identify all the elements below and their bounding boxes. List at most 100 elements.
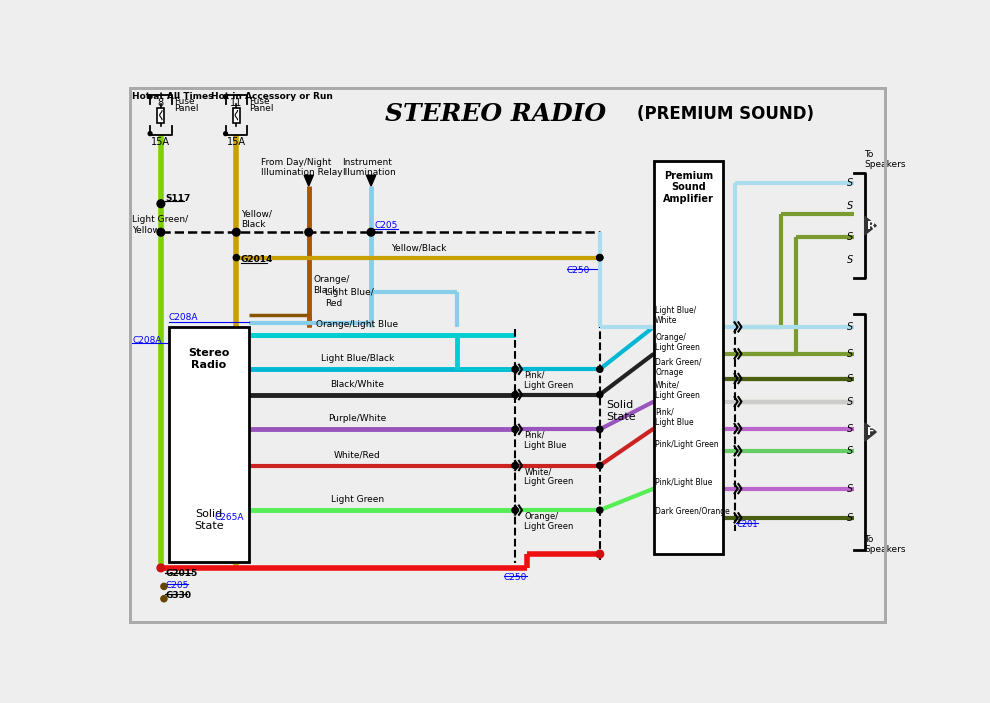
Text: Pink/Light Blue: Pink/Light Blue [655,478,713,487]
Text: Orange/Light Blue: Orange/Light Blue [316,321,398,329]
Bar [233,108,240,123]
Circle shape [597,366,603,373]
Text: Hot in Accessory or Run: Hot in Accessory or Run [211,92,333,101]
Circle shape [160,595,167,602]
Circle shape [512,463,518,469]
Circle shape [148,131,152,136]
Text: Fuse: Fuse [174,97,195,105]
Text: S: S [846,201,853,211]
Text: Light Blue/
Red: Light Blue/ Red [325,288,373,308]
Text: Pink/
Light Green: Pink/ Light Green [525,370,573,390]
Text: G2014: G2014 [241,255,273,264]
Circle shape [148,95,152,98]
Text: From Day/Night
Illumination Relay: From Day/Night Illumination Relay [261,157,343,177]
Text: C205: C205 [165,581,189,590]
Text: C250: C250 [566,266,590,275]
Text: (PREMIUM SOUND): (PREMIUM SOUND) [637,105,814,122]
Polygon shape [304,175,313,186]
Text: Fuse: Fuse [249,97,270,105]
Text: S117: S117 [165,194,191,203]
Text: 11: 11 [231,98,243,108]
Text: S: S [846,373,853,384]
Text: To
Speakers: To Speakers [864,150,906,169]
Circle shape [512,426,518,432]
Text: C201: C201 [736,520,757,529]
Text: Yellow/Black: Yellow/Black [391,243,446,252]
Text: Orange/
Light Green: Orange/ Light Green [655,333,700,352]
Text: S: S [846,446,853,456]
Circle shape [305,228,313,236]
Circle shape [597,507,603,513]
Text: STEREO RADIO: STEREO RADIO [385,102,607,126]
Text: R: R [866,221,875,231]
Text: 15A: 15A [227,136,246,147]
Text: White/
Light Green: White/ Light Green [655,380,700,400]
Circle shape [597,254,603,261]
Circle shape [596,550,604,558]
Text: Light Green: Light Green [331,495,384,504]
Text: S: S [846,178,853,188]
Circle shape [157,200,164,207]
Circle shape [160,583,167,590]
Circle shape [597,463,603,469]
Text: S: S [846,513,853,523]
Circle shape [597,392,603,398]
Text: C208A: C208A [168,313,198,321]
Text: Dark Green/Orange: Dark Green/Orange [655,508,730,516]
Text: 8: 8 [157,98,164,108]
Text: Pink/Light Green: Pink/Light Green [655,440,719,449]
FancyArrow shape [864,423,876,441]
FancyArrow shape [864,217,876,235]
Text: S: S [846,484,853,494]
Text: S: S [846,255,853,265]
Text: C265A: C265A [215,513,245,522]
Text: White/Red: White/Red [334,451,380,459]
Text: Premium
Sound
Amplifier: Premium Sound Amplifier [663,171,714,204]
Text: Light Green/
Yellow: Light Green/ Yellow [133,215,188,235]
Text: Light Blue/Black: Light Blue/Black [321,354,394,363]
Text: S: S [846,396,853,406]
Text: Dark Green/
Ornage: Dark Green/ Ornage [655,358,702,377]
Polygon shape [366,175,376,186]
Text: C205: C205 [374,221,398,230]
Text: Stereo
Radio: Stereo Radio [188,349,230,370]
Text: Orange/
Black: Orange/ Black [313,276,349,295]
Text: S: S [846,349,853,359]
Circle shape [512,392,518,398]
Circle shape [234,254,240,261]
Text: S: S [846,423,853,434]
Text: C250: C250 [504,572,527,581]
Text: Yellow/
Black: Yellow/ Black [241,209,272,228]
Text: G330: G330 [165,591,191,600]
Text: Instrument
Illumination: Instrument Illumination [342,157,396,177]
Circle shape [512,366,518,373]
Text: F: F [867,427,874,437]
Text: To
Speakers: To Speakers [864,535,906,554]
Text: C208A: C208A [133,335,162,344]
Text: Panel: Panel [174,103,198,112]
Bar [157,108,164,123]
Text: G2015: G2015 [165,569,198,579]
Bar [168,327,249,562]
Text: Solid
State: Solid State [606,400,636,422]
Bar [653,162,723,554]
Text: S: S [846,232,853,242]
Text: Solid
State: Solid State [194,510,224,531]
Text: Purple/White: Purple/White [328,414,386,423]
Circle shape [224,95,228,98]
Circle shape [512,507,518,513]
Circle shape [157,228,164,236]
Text: S: S [846,322,853,332]
Circle shape [597,426,603,432]
Text: 15A: 15A [151,136,170,147]
Text: Orange/
Light Green: Orange/ Light Green [525,512,573,531]
Circle shape [224,131,228,136]
Circle shape [367,228,375,236]
Text: Hot at All Times: Hot at All Times [133,92,214,101]
Circle shape [233,228,241,236]
Text: White/
Light Green: White/ Light Green [525,467,573,486]
Text: Panel: Panel [249,103,274,112]
Text: Pink/
Light Blue: Pink/ Light Blue [655,408,694,427]
Text: Black/White: Black/White [331,380,384,389]
Text: Light Blue/
White: Light Blue/ White [655,306,696,325]
